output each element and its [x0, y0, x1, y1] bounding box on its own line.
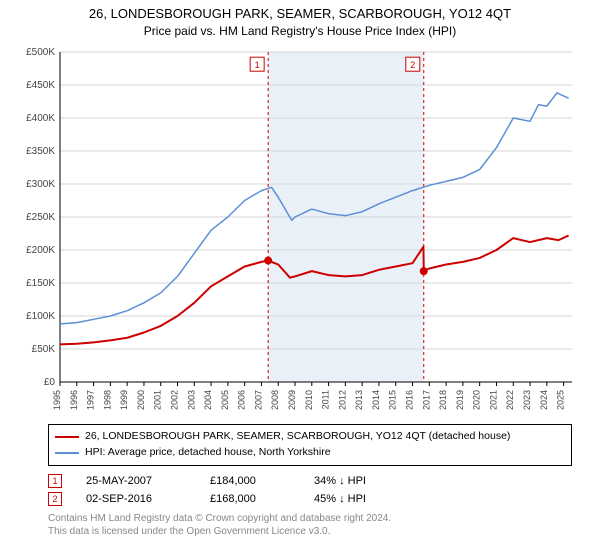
annotation-table: 1 25-MAY-2007 £184,000 34% ↓ HPI 2 02-SE…	[48, 474, 572, 506]
svg-text:2004: 2004	[203, 390, 213, 410]
svg-text:2000: 2000	[136, 390, 146, 410]
svg-text:2011: 2011	[321, 390, 331, 409]
footer-line-1: Contains HM Land Registry data © Crown c…	[48, 512, 572, 525]
legend-row: HPI: Average price, detached house, Nort…	[55, 445, 565, 461]
annotation-price: £168,000	[210, 493, 290, 505]
svg-text:2006: 2006	[237, 390, 247, 410]
annotation-row: 1 25-MAY-2007 £184,000 34% ↓ HPI	[48, 474, 572, 488]
svg-text:1998: 1998	[102, 390, 112, 410]
svg-text:2023: 2023	[522, 390, 532, 410]
annotation-marker-icon: 1	[48, 474, 62, 488]
legend: 26, LONDESBOROUGH PARK, SEAMER, SCARBORO…	[48, 424, 572, 466]
svg-text:2007: 2007	[253, 390, 263, 410]
svg-text:£350K: £350K	[26, 146, 55, 157]
footer-line-2: This data is licensed under the Open Gov…	[48, 525, 572, 538]
svg-text:2017: 2017	[421, 390, 431, 410]
svg-text:2001: 2001	[153, 390, 163, 410]
svg-text:2015: 2015	[388, 390, 398, 410]
svg-text:£450K: £450K	[26, 80, 55, 91]
legend-row: 26, LONDESBOROUGH PARK, SEAMER, SCARBORO…	[55, 429, 565, 445]
svg-text:2025: 2025	[556, 390, 566, 410]
annotation-row: 2 02-SEP-2016 £168,000 45% ↓ HPI	[48, 492, 572, 506]
svg-text:2002: 2002	[170, 390, 180, 410]
svg-text:2012: 2012	[337, 390, 347, 410]
svg-text:1: 1	[255, 60, 260, 70]
svg-text:1999: 1999	[119, 390, 129, 410]
line-chart-svg: £0 £50K £100K £150K £200K £250K £300K £350K £400…	[12, 46, 588, 416]
legend-label: 26, LONDESBOROUGH PARK, SEAMER, SCARBORO…	[85, 429, 510, 445]
svg-text:£100K: £100K	[26, 311, 55, 322]
svg-text:£0: £0	[44, 377, 56, 388]
svg-text:2013: 2013	[354, 390, 364, 410]
annotation-price: £184,000	[210, 475, 290, 487]
svg-text:2019: 2019	[455, 390, 465, 410]
annotation-marker-icon: 2	[48, 492, 62, 506]
annotation-date: 25-MAY-2007	[86, 475, 186, 487]
svg-text:2014: 2014	[371, 390, 381, 410]
svg-text:2022: 2022	[505, 390, 515, 410]
svg-text:£500K: £500K	[26, 47, 55, 58]
svg-text:1995: 1995	[52, 390, 62, 410]
svg-text:2021: 2021	[488, 390, 498, 410]
chart-area: £0 £50K £100K £150K £200K £250K £300K £350K £400…	[12, 46, 588, 416]
svg-text:£300K: £300K	[26, 179, 55, 190]
svg-text:2010: 2010	[304, 390, 314, 410]
annotation-date: 02-SEP-2016	[86, 493, 186, 505]
svg-text:£400K: £400K	[26, 113, 55, 124]
svg-text:2009: 2009	[287, 390, 297, 410]
legend-swatch	[55, 452, 79, 454]
chart-title-block: 26, LONDESBOROUGH PARK, SEAMER, SCARBORO…	[0, 0, 600, 38]
title-line-1: 26, LONDESBOROUGH PARK, SEAMER, SCARBORO…	[0, 6, 600, 21]
svg-text:1997: 1997	[86, 390, 96, 410]
attribution-footer: Contains HM Land Registry data © Crown c…	[48, 512, 572, 538]
svg-text:2008: 2008	[270, 390, 280, 410]
svg-text:£200K: £200K	[26, 245, 55, 256]
title-line-2: Price paid vs. HM Land Registry's House …	[0, 24, 600, 38]
legend-label: HPI: Average price, detached house, Nort…	[85, 445, 331, 461]
svg-text:2016: 2016	[405, 390, 415, 410]
svg-text:2020: 2020	[472, 390, 482, 410]
svg-text:2003: 2003	[186, 390, 196, 410]
svg-text:£150K: £150K	[26, 278, 55, 289]
svg-text:1996: 1996	[69, 390, 79, 410]
svg-text:£50K: £50K	[32, 344, 56, 355]
svg-text:2005: 2005	[220, 390, 230, 410]
annotation-delta: 34% ↓ HPI	[314, 475, 366, 487]
annotation-delta: 45% ↓ HPI	[314, 493, 366, 505]
svg-text:2024: 2024	[539, 390, 549, 410]
svg-text:£250K: £250K	[26, 212, 55, 223]
svg-text:2: 2	[410, 60, 415, 70]
svg-text:2018: 2018	[438, 390, 448, 410]
legend-swatch	[55, 436, 79, 438]
